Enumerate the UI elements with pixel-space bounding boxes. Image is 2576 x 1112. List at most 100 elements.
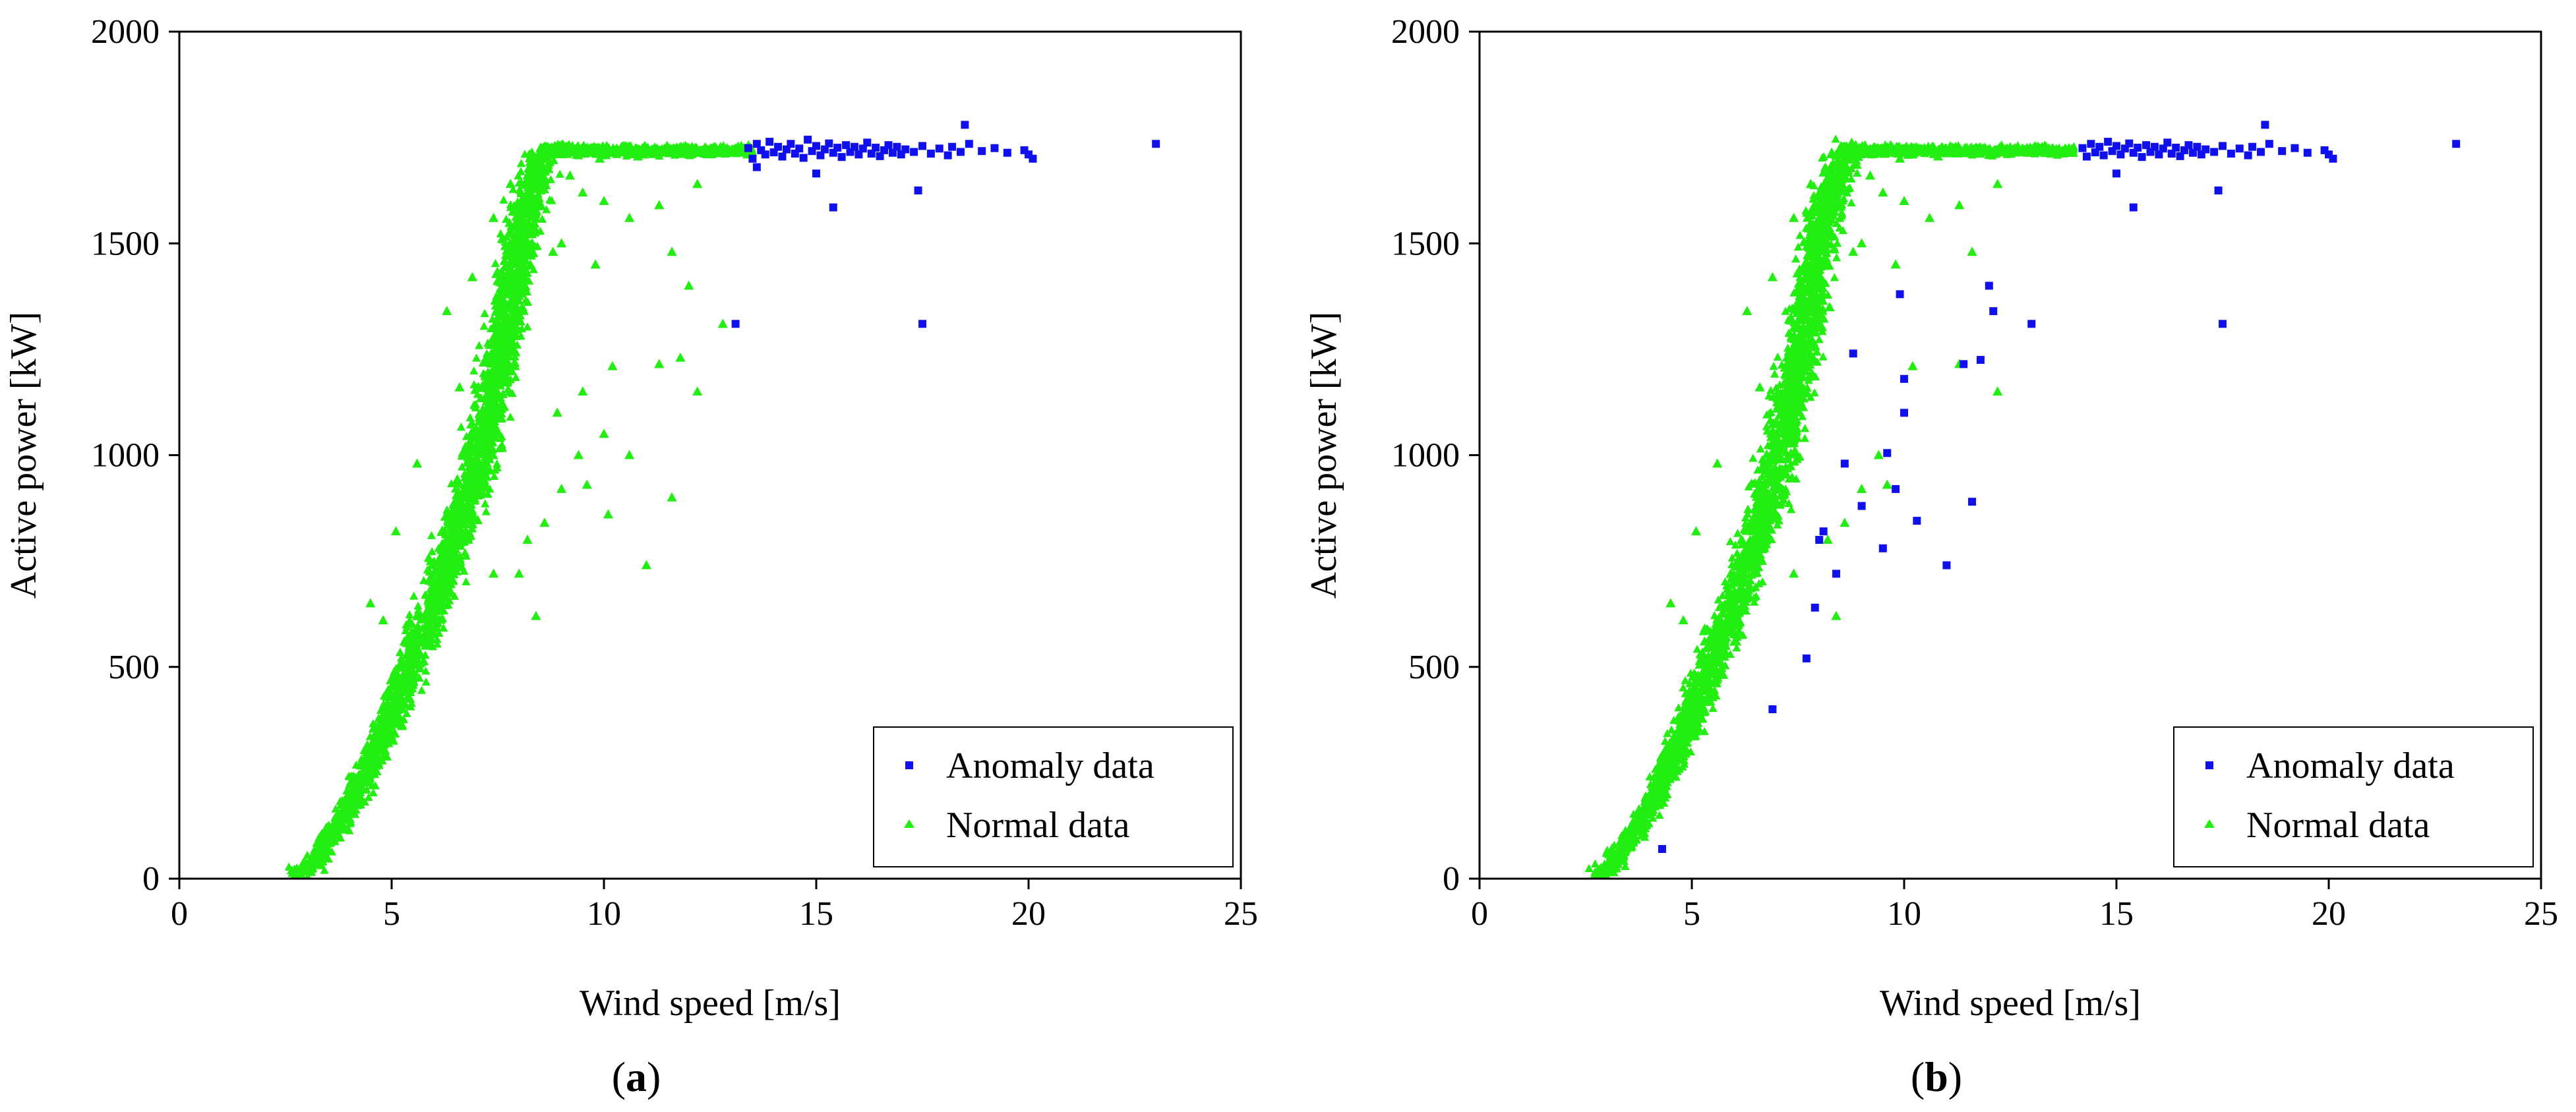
normal-data-point	[514, 568, 524, 578]
y-tick-label: 1000	[91, 437, 160, 475]
normal-data-point	[456, 423, 466, 431]
normal-data-point	[1679, 683, 1688, 691]
normal-data-point	[480, 308, 489, 318]
normal-data-point	[502, 262, 511, 270]
normal-data-point	[464, 448, 473, 456]
normal-data-point	[315, 858, 324, 867]
normal-data-point	[516, 261, 525, 270]
anomaly-data-point	[978, 147, 986, 156]
normal-data-point	[484, 424, 493, 433]
normal-data-point	[1727, 553, 1737, 562]
normal-data-point	[473, 491, 483, 500]
normal-data-point	[514, 203, 523, 212]
normal-data-point	[497, 440, 506, 449]
legend-anomaly-label: Anomaly data	[946, 746, 1154, 786]
normal-data-point	[516, 253, 525, 262]
normal-data-point	[393, 682, 402, 691]
normal-data-point	[1838, 210, 1847, 218]
anomaly-data-point	[1003, 148, 1011, 157]
normal-data-point	[392, 710, 402, 718]
normal-data-point	[529, 185, 539, 193]
normal-data-point	[335, 815, 344, 824]
normal-data-point	[429, 607, 438, 616]
normal-data-point	[488, 397, 497, 406]
normal-data-point	[1667, 725, 1676, 734]
normal-data-point	[479, 443, 488, 452]
normal-data-point	[496, 229, 506, 237]
normal-data-point	[471, 353, 481, 362]
normal-data-point	[531, 214, 540, 222]
normal-data-point	[1820, 163, 1830, 172]
normal-data-point	[483, 389, 492, 397]
normal-data-point	[525, 149, 534, 158]
normal-data-point	[522, 535, 533, 544]
anomaly-data-point	[812, 169, 820, 178]
normal-data-point	[518, 192, 528, 201]
normal-data-point	[1784, 474, 1794, 483]
normal-data-point	[1751, 591, 1761, 600]
normal-data-point	[489, 471, 499, 481]
normal-data-point	[1832, 253, 1842, 262]
anomaly-data-point	[795, 144, 804, 153]
normal-data-point	[624, 212, 635, 222]
normal-data-point	[295, 885, 304, 893]
normal-data-point	[523, 183, 532, 192]
normal-data-point	[307, 859, 316, 867]
normal-data-point	[502, 329, 511, 337]
normal-data-point	[448, 515, 457, 523]
normal-data-point	[495, 347, 504, 356]
normal-data-point	[307, 867, 316, 876]
normal-data-point	[1738, 630, 1748, 639]
normal-data-point	[371, 750, 380, 759]
normal-data-point	[329, 818, 338, 827]
normal-data-point	[436, 593, 446, 601]
normal-data-point	[527, 160, 537, 168]
normal-data-point	[1818, 352, 1828, 361]
normal-data-point	[477, 384, 487, 392]
normal-data-point	[1663, 728, 1672, 738]
normal-data-point	[1773, 520, 1782, 529]
x-tick-label: 20	[1011, 895, 1046, 933]
normal-data-point	[447, 533, 457, 542]
normal-data-point	[421, 624, 430, 632]
normal-data-point	[445, 596, 454, 604]
normal-data-point	[462, 551, 471, 560]
normal-data-point	[684, 280, 694, 290]
normal-data-point	[543, 160, 553, 169]
normal-data-point	[1853, 168, 1862, 177]
normal-data-point	[341, 813, 350, 822]
normal-data-point	[508, 361, 518, 370]
anomaly-data-point	[825, 139, 833, 148]
normal-data-point	[390, 678, 400, 686]
anomaly-data-point	[948, 142, 957, 151]
normal-data-point	[1819, 152, 1828, 160]
normal-data-point	[330, 826, 340, 834]
normal-data-point	[445, 579, 454, 588]
normal-data-point	[355, 769, 365, 778]
normal-data-point	[574, 151, 584, 160]
anomaly-data-point	[731, 320, 740, 328]
normal-data-point	[1804, 376, 1813, 384]
normal-data-point	[371, 730, 380, 738]
normal-data-point	[427, 560, 436, 569]
normal-data-point	[590, 147, 600, 156]
normal-data-point	[526, 194, 535, 203]
normal-data-point	[364, 754, 373, 763]
normal-data-point	[389, 701, 398, 710]
normal-data-point	[496, 414, 506, 423]
normal-data-point	[364, 792, 373, 802]
normal-data-point	[467, 272, 477, 281]
normal-data-point	[555, 169, 564, 178]
anomaly-data-point	[842, 141, 851, 150]
normal-data-point	[495, 320, 504, 329]
normal-data-point	[398, 663, 407, 672]
anomaly-data-point	[965, 140, 973, 148]
normal-data-point	[382, 704, 391, 713]
normal-data-point	[345, 780, 354, 789]
normal-data-point	[1760, 544, 1770, 552]
normal-data-point	[508, 304, 518, 312]
normal-data-point	[462, 577, 471, 585]
normal-data-point	[1700, 726, 1709, 736]
normal-data-point	[374, 758, 384, 767]
